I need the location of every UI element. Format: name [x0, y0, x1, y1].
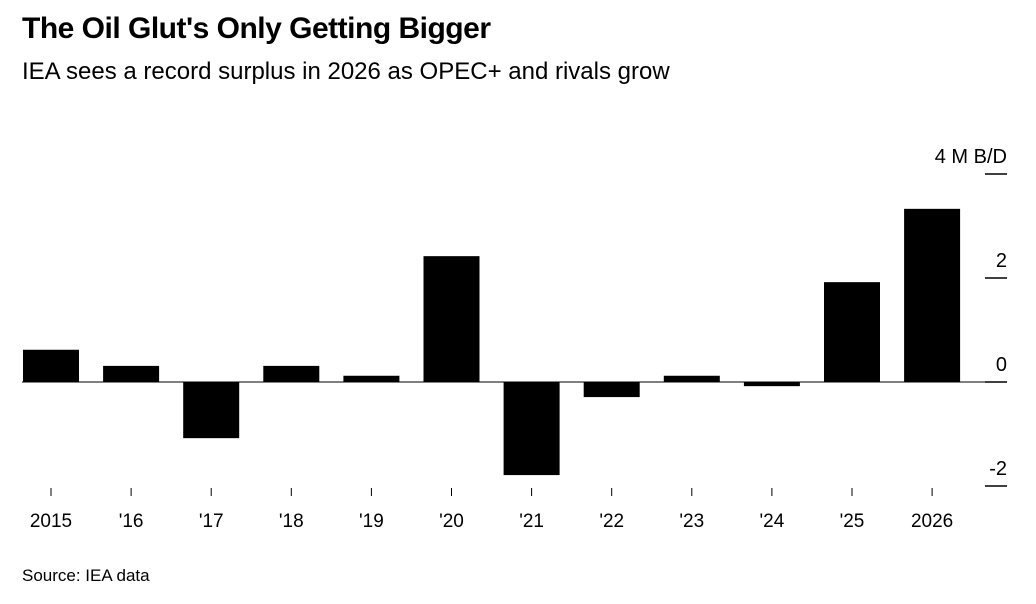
x-tick-label: '19	[359, 511, 384, 532]
bar-2026	[904, 208, 961, 382]
bar-'19	[343, 375, 400, 382]
x-tick-label: '17	[199, 511, 224, 532]
bar-'20	[423, 256, 480, 382]
bar-'16	[103, 365, 160, 382]
x-tick-label: '16	[119, 511, 144, 532]
bar-'22	[583, 382, 640, 398]
x-tick-label: '22	[599, 511, 624, 532]
x-tick-label: 2015	[30, 511, 72, 532]
bar-2015	[23, 349, 79, 382]
y-tick-label: 0	[996, 354, 1007, 376]
y-tick-label: 2	[996, 250, 1007, 272]
x-tick-label: 2026	[911, 511, 953, 532]
chart-title: The Oil Glut's Only Getting Bigger	[22, 12, 491, 45]
x-tick-label: '21	[519, 511, 544, 532]
bar-'18	[263, 365, 320, 382]
y-tick-label: -2	[989, 458, 1007, 480]
y-tick-label: 4 M B/D	[935, 146, 1007, 168]
bar-'21	[503, 382, 560, 476]
x-tick-label: '23	[679, 511, 704, 532]
x-tick-label: '25	[840, 511, 865, 532]
bar-'24	[743, 382, 800, 387]
x-tick-label: '24	[760, 511, 785, 532]
bar-'17	[183, 382, 240, 439]
chart-subtitle: IEA sees a record surplus in 2026 as OPE…	[22, 58, 670, 85]
bar-'23	[663, 375, 720, 382]
bar-'25	[824, 282, 880, 382]
source-note: Source: IEA data	[22, 566, 150, 585]
x-tick-label: '18	[279, 511, 304, 532]
x-tick-label: '20	[439, 511, 464, 532]
